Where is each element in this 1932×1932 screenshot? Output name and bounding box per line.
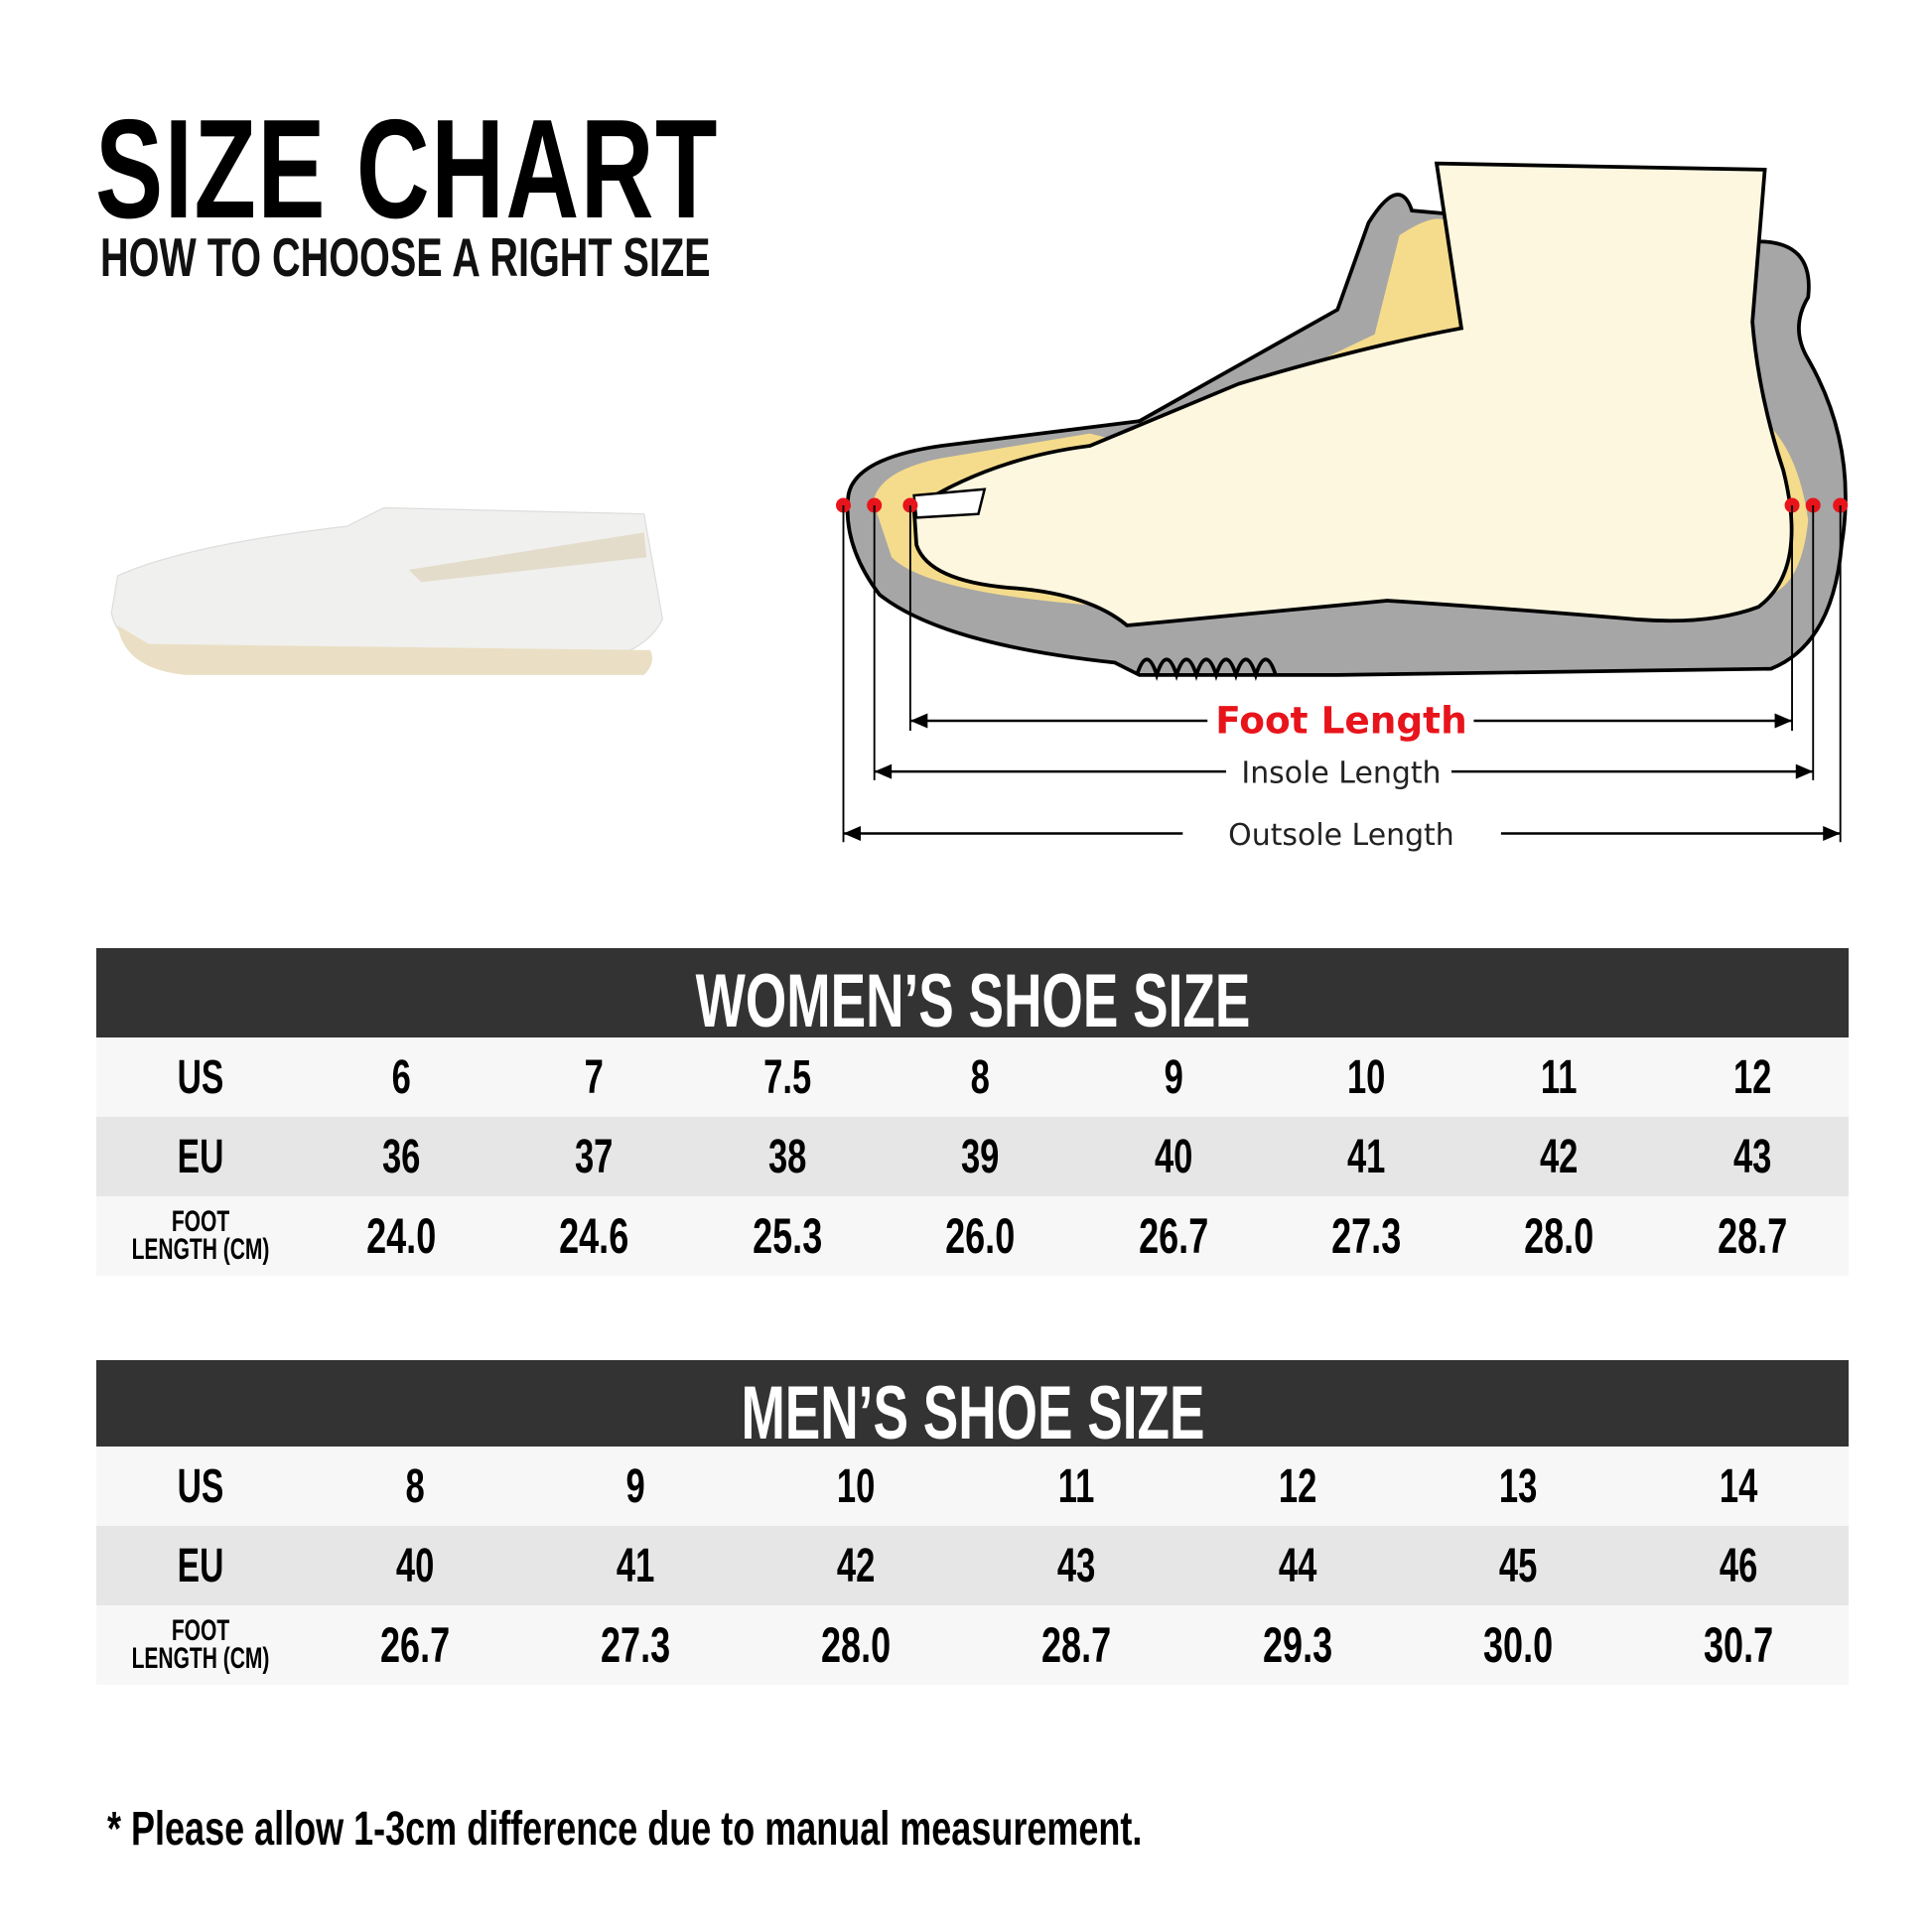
table-row-foot-length: FOOT LENGTH (CM) 24.0 24.6 25.3 26.0 26.7 27.3…: [96, 1196, 1849, 1276]
outsole-length-label: Outsole Length: [1228, 818, 1454, 853]
row-label: EU: [177, 1130, 224, 1183]
row-label-line: LENGTH (CM): [131, 1642, 270, 1675]
cell: 30.0: [1482, 1617, 1553, 1673]
table-row-eu: EU 40 41 42 43 44 45 46: [96, 1526, 1849, 1605]
cell: 27.3: [601, 1617, 671, 1673]
cell: 12: [1278, 1459, 1316, 1513]
cell: 10: [1346, 1050, 1386, 1104]
cell: 38: [767, 1130, 807, 1183]
table-row-eu: EU 36 37 38 39 40 41 42 43: [96, 1117, 1849, 1196]
cell: 7.5: [762, 1050, 811, 1104]
cell: 28.7: [1717, 1208, 1787, 1264]
measurement-note: * Please allow 1-3cm difference due to m…: [107, 1803, 1143, 1856]
cell: 46: [1719, 1539, 1758, 1592]
table-row-us: US 8 9 10 11 12 13 14: [96, 1447, 1849, 1526]
cell: 9: [1164, 1050, 1183, 1104]
cell: 14: [1719, 1459, 1758, 1513]
cell: 28.0: [1524, 1208, 1594, 1264]
cell: 36: [381, 1130, 421, 1183]
cell: 24.0: [366, 1208, 437, 1264]
cell: 13: [1498, 1459, 1537, 1513]
cell: 9: [625, 1459, 645, 1513]
cell: 39: [961, 1130, 1000, 1183]
cell: 7: [584, 1050, 605, 1104]
cell: 27.3: [1331, 1208, 1402, 1264]
women-table-header: WOMEN’S SHOE SIZE: [96, 948, 1849, 1043]
foot-length-label: Foot Length: [1215, 698, 1466, 742]
cell: 40: [1154, 1130, 1192, 1183]
row-label: FOOT LENGTH (CM): [128, 1614, 274, 1675]
cell: 8: [405, 1459, 425, 1513]
cell: 26.7: [380, 1617, 451, 1673]
cell: 41: [1346, 1130, 1386, 1183]
cell: 11: [1541, 1050, 1578, 1104]
cell: 26.7: [1138, 1208, 1208, 1264]
cell: 41: [616, 1539, 655, 1592]
cell: 25.3: [752, 1208, 822, 1264]
cell: 45: [1498, 1539, 1537, 1592]
cell: 26.0: [945, 1208, 1016, 1264]
page-subtitle: HOW TO CHOOSE A RIGHT SIZE: [100, 226, 711, 288]
page-title: SIZE CHART: [95, 90, 719, 248]
row-label-line: FOOT: [171, 1205, 230, 1238]
cell: 28.7: [1041, 1617, 1112, 1673]
cell: 43: [1732, 1130, 1772, 1183]
cell: 8: [970, 1050, 990, 1104]
cell: 29.3: [1262, 1617, 1332, 1673]
cell: 28.0: [821, 1617, 892, 1673]
row-label: US: [177, 1050, 224, 1104]
cell: 37: [575, 1130, 614, 1183]
row-label: EU: [177, 1539, 224, 1592]
cell: 10: [837, 1459, 876, 1513]
cell: 6: [391, 1050, 411, 1104]
women-table-title: WOMEN’S SHOE SIZE: [695, 959, 1250, 1043]
cell: 24.6: [559, 1208, 629, 1264]
shoe-image: [110, 506, 664, 675]
cell: 42: [837, 1539, 876, 1592]
cell: 43: [1057, 1539, 1096, 1592]
cell: 30.7: [1703, 1617, 1773, 1673]
row-label-line: LENGTH (CM): [131, 1233, 270, 1266]
foot-diagram: Foot Length Insole Length Outsole Length: [836, 161, 1849, 853]
cell: 44: [1278, 1539, 1316, 1592]
row-label-line: FOOT: [171, 1614, 230, 1647]
table-row-us: US 6 7 7.5 8 9 10 11 12: [96, 1037, 1849, 1117]
row-label: US: [177, 1459, 224, 1513]
insole-length-label: Insole Length: [1241, 756, 1441, 790]
row-label: FOOT LENGTH (CM): [128, 1205, 274, 1266]
cell: 40: [395, 1539, 435, 1592]
men-table-header: MEN’S SHOE SIZE: [96, 1360, 1849, 1455]
cell: 12: [1732, 1050, 1772, 1104]
table-row-foot-length: FOOT LENGTH (CM) 26.7 27.3 28.0 28.7 29.3 30.0…: [96, 1605, 1849, 1685]
women-size-table: WOMEN’S SHOE SIZE US 6 7 7.5 8 9 10 11 12 EU 36…: [96, 948, 1849, 1276]
men-table-title: MEN’S SHOE SIZE: [740, 1371, 1205, 1455]
men-size-table: MEN’S SHOE SIZE US 8 9 10 11 12 13 14 EU 40 41 4…: [96, 1360, 1849, 1685]
cell: 11: [1058, 1459, 1095, 1513]
cell: 42: [1540, 1130, 1579, 1183]
